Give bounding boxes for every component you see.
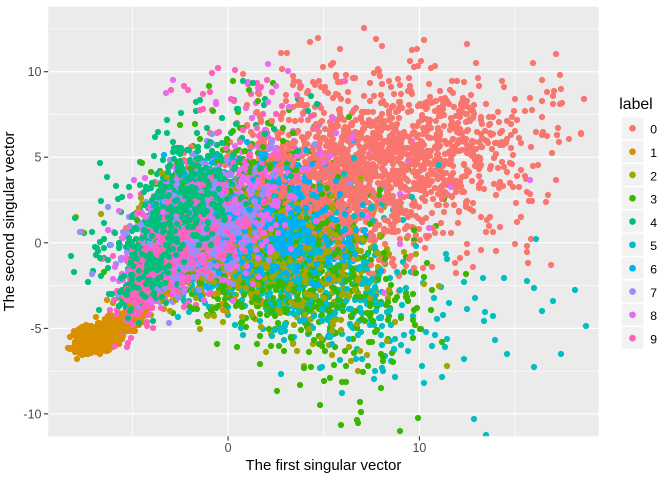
svg-text:0: 0	[35, 236, 42, 250]
svg-text:1: 1	[650, 146, 657, 160]
svg-text:-10: -10	[23, 407, 41, 421]
svg-text:label: label	[619, 96, 652, 113]
svg-text:2: 2	[650, 169, 657, 183]
svg-text:6: 6	[650, 263, 657, 277]
svg-text:0: 0	[650, 123, 657, 137]
svg-text:10: 10	[412, 441, 426, 455]
svg-text:7: 7	[650, 286, 657, 300]
svg-text:4: 4	[650, 216, 657, 230]
svg-text:8: 8	[650, 309, 657, 323]
svg-text:The second singular vector: The second singular vector	[1, 131, 18, 311]
svg-text:10: 10	[28, 65, 42, 79]
svg-text:-5: -5	[30, 322, 41, 336]
svg-text:3: 3	[650, 193, 657, 207]
svg-text:5: 5	[35, 151, 42, 165]
svg-text:0: 0	[225, 441, 232, 455]
svg-text:The first singular vector: The first singular vector	[245, 457, 401, 474]
svg-text:5: 5	[650, 239, 657, 253]
svg-text:9: 9	[650, 332, 657, 346]
